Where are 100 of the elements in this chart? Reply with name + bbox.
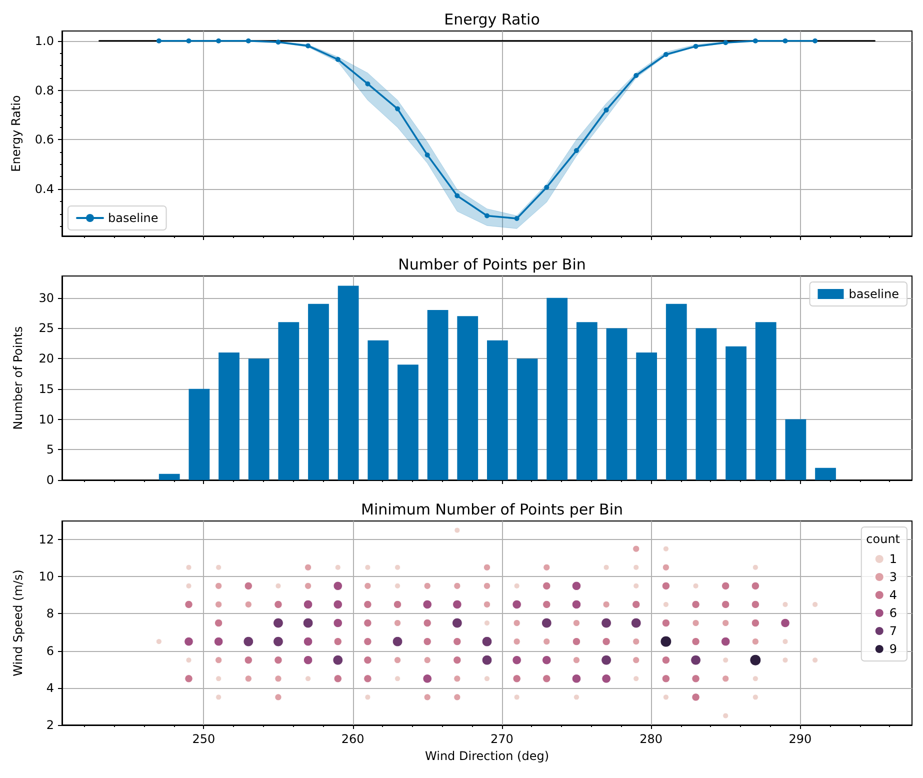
point: [214, 618, 223, 628]
legend-label: 9: [889, 642, 898, 656]
y-tick-label: 10: [38, 412, 54, 426]
point: [572, 674, 582, 684]
point: [632, 638, 640, 646]
point: [334, 637, 342, 646]
point: [246, 38, 251, 44]
point: [424, 582, 431, 590]
point: [604, 108, 609, 113]
point: [305, 676, 312, 682]
point: [663, 52, 668, 57]
point: [184, 674, 193, 683]
point: [243, 636, 254, 647]
point: [542, 600, 551, 609]
y-axis-title: Number of Points: [11, 326, 25, 430]
point: [364, 694, 371, 700]
point: [304, 564, 312, 571]
point: [662, 694, 669, 700]
legend-label: baseline: [108, 211, 158, 225]
point: [722, 582, 730, 590]
x-axis-title: Wind Direction (deg): [425, 749, 549, 763]
y-tick-label: 30: [38, 290, 54, 305]
point: [483, 564, 491, 571]
point: [574, 148, 579, 154]
bar: [188, 388, 210, 480]
point: [514, 694, 520, 700]
point: [633, 564, 640, 570]
point: [572, 656, 580, 664]
point: [214, 636, 224, 646]
point: [632, 656, 640, 664]
point: [392, 636, 403, 647]
legend-title: count: [866, 532, 900, 546]
point: [782, 601, 788, 608]
point: [364, 618, 372, 628]
point: [333, 581, 343, 591]
point: [394, 582, 401, 589]
point: [692, 619, 700, 627]
point: [216, 694, 222, 700]
point: [782, 657, 788, 664]
point: [216, 564, 222, 570]
point: [275, 582, 282, 589]
y-axis-title: Energy Ratio: [9, 95, 23, 172]
bar: [726, 346, 746, 480]
point: [602, 674, 611, 684]
point: [453, 637, 462, 646]
point: [215, 656, 222, 664]
point: [273, 618, 284, 628]
point: [513, 638, 520, 646]
bar: [636, 352, 657, 480]
point: [244, 600, 252, 608]
point: [750, 654, 762, 666]
point: [482, 654, 492, 666]
bar: [338, 286, 359, 480]
bar: [368, 340, 389, 480]
bar: [308, 304, 329, 480]
point: [482, 636, 492, 647]
point: [602, 600, 610, 608]
point: [424, 656, 431, 664]
bar: [546, 298, 568, 480]
y-tick-label: 6: [46, 644, 54, 658]
point: [454, 694, 461, 701]
point: [812, 38, 818, 44]
point: [333, 600, 343, 610]
bar: [516, 358, 538, 480]
point: [662, 674, 670, 683]
point: [332, 654, 344, 666]
point: [632, 545, 640, 552]
y-tick-label: 5: [46, 442, 54, 457]
point: [393, 600, 402, 609]
point: [660, 636, 672, 648]
point: [424, 694, 431, 701]
point: [633, 676, 640, 682]
point: [452, 600, 462, 610]
point: [690, 654, 701, 666]
point: [364, 674, 372, 683]
y-tick-label: 10: [38, 570, 54, 584]
point: [453, 656, 462, 664]
legend-label: 6: [889, 606, 898, 620]
bar: [427, 310, 448, 480]
point: [186, 582, 192, 589]
point: [215, 600, 222, 608]
bar: [815, 468, 836, 480]
point: [483, 582, 491, 590]
point: [274, 600, 282, 609]
point: [693, 44, 698, 49]
bar: [218, 352, 240, 480]
point: [752, 676, 758, 682]
point: [303, 600, 313, 610]
bar: [696, 328, 717, 480]
point: [751, 600, 760, 609]
point: [722, 657, 729, 664]
point: [303, 655, 313, 665]
point: [422, 674, 432, 684]
point: [572, 637, 581, 646]
point: [452, 618, 462, 628]
point: [543, 564, 550, 571]
point: [274, 675, 282, 682]
point: [422, 600, 432, 610]
point: [306, 43, 311, 48]
point: [512, 600, 522, 610]
